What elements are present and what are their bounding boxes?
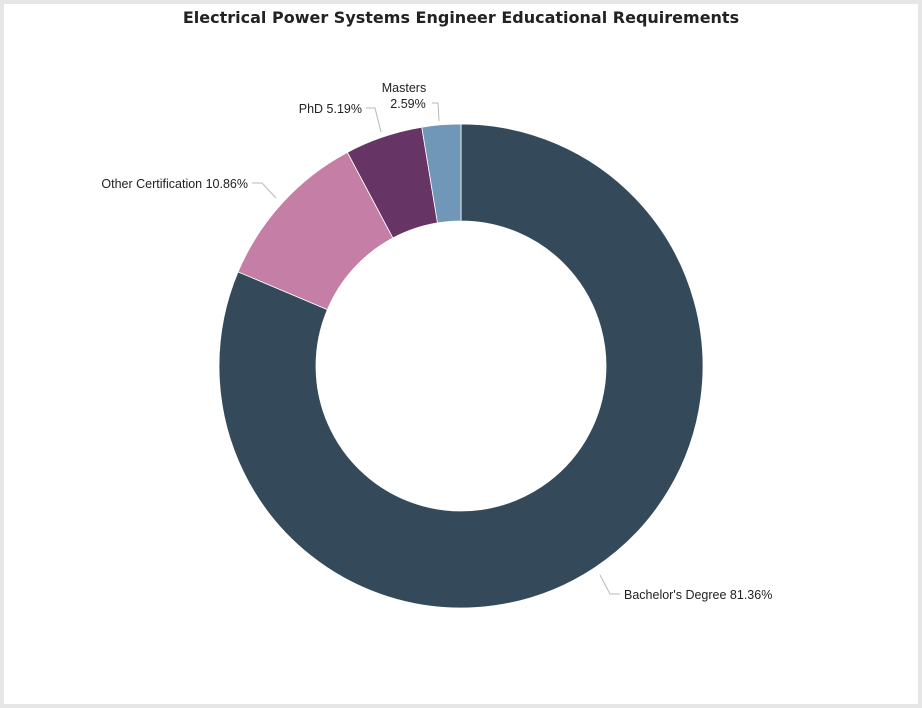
label-leaders xyxy=(252,102,620,595)
data-label-masters-name: Masters xyxy=(382,81,426,95)
data-label-masters-value: 2.59% xyxy=(390,97,425,111)
leader-line-other-certification xyxy=(252,182,277,199)
slice-masters[interactable] xyxy=(421,123,462,224)
data-label-phd: PhD 5.19% xyxy=(299,102,362,116)
donut-slices xyxy=(218,123,704,609)
slice-labels: Bachelor's Degree 81.36% Other Certificat… xyxy=(101,81,772,602)
data-label-bachelor-s-degree: Bachelor's Degree 81.36% xyxy=(624,588,772,602)
leader-line-masters xyxy=(432,102,440,122)
leader-line-phd xyxy=(366,107,382,133)
slice-bachelor-s-degree[interactable] xyxy=(218,123,704,609)
data-label-other-certification: Other Certification 10.86% xyxy=(101,177,248,191)
chart-title: Electrical Power Systems Engineer Educat… xyxy=(182,8,740,27)
leader-line-bachelor-s-degree xyxy=(599,574,620,595)
